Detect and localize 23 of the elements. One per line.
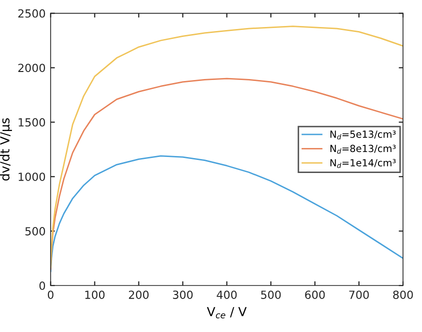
x-tick-label: 300 bbox=[173, 290, 193, 299]
y-tick-label: 1000 bbox=[18, 172, 46, 182]
legend-label: N$_{d}$=1e14/cm³ bbox=[330, 159, 396, 168]
line-series bbox=[50, 155, 404, 272]
y-tick-label: 0 bbox=[39, 281, 46, 290]
x-tick-label: 400 bbox=[216, 290, 237, 299]
y-tick-label: 2000 bbox=[18, 64, 46, 72]
x-tick-label: 800 bbox=[393, 290, 413, 299]
x-tick-label: 700 bbox=[349, 290, 369, 299]
y-axis-title: dv/dt V/μs bbox=[0, 118, 12, 180]
x-tick-label: 200 bbox=[128, 290, 149, 299]
x-tick-label: 0 bbox=[48, 290, 54, 299]
x-tick-label: 100 bbox=[85, 290, 105, 299]
legend-label: N$_{d}$=5e13/cm³ bbox=[330, 130, 396, 140]
line-series bbox=[50, 26, 404, 268]
x-tick-label: 500 bbox=[261, 290, 281, 299]
y-tick-label: 500 bbox=[25, 227, 46, 236]
legend-label: N$_{d}$=8e13/cm³ bbox=[330, 144, 396, 154]
x-axis-title: V$_{ce}$ / V bbox=[206, 307, 247, 318]
line-series bbox=[50, 78, 404, 270]
y-tick-label: 1500 bbox=[18, 118, 46, 127]
y-tick-label: 2500 bbox=[18, 9, 46, 18]
x-tick-label: 600 bbox=[305, 290, 325, 299]
